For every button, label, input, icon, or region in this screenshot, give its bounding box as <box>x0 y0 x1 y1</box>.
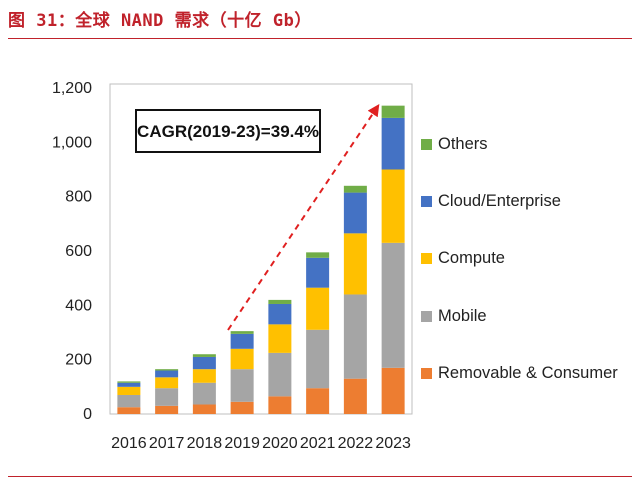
y-tick-label: 0 <box>83 406 92 423</box>
bar-segment-mobile-2019 <box>230 369 254 402</box>
title-rule <box>8 38 632 39</box>
x-tick-label: 2017 <box>149 435 185 452</box>
cagr-trend-arrow <box>227 104 380 331</box>
bar-segment-others-2018 <box>192 354 216 357</box>
y-tick-label: 600 <box>65 243 92 260</box>
bar-segment-removable-consumer-2022 <box>343 378 367 414</box>
x-tick-label: 2018 <box>187 435 223 452</box>
bar-segment-compute-2018 <box>192 369 216 383</box>
x-tick-label: 2022 <box>338 435 374 452</box>
bar-segment-compute-2020 <box>268 324 292 353</box>
bar-segment-removable-consumer-2016 <box>117 407 141 414</box>
cagr-box <box>135 109 321 153</box>
bar-segment-compute-2017 <box>155 377 179 389</box>
bar-segment-others-2023 <box>381 105 405 118</box>
x-tick-label: 2023 <box>375 435 411 452</box>
legend-swatch <box>421 139 432 150</box>
bar-segment-cloud-enterprise-2020 <box>268 303 292 325</box>
y-tick-label: 400 <box>65 297 92 314</box>
figure-title: 图 31：全球 NAND 需求（十亿 Gb） <box>8 11 312 31</box>
bar-segment-removable-consumer-2020 <box>268 396 292 414</box>
bar-segment-others-2021 <box>306 252 330 258</box>
bar-segment-compute-2021 <box>306 287 330 330</box>
bar-segment-removable-consumer-2018 <box>192 404 216 414</box>
bar-segment-mobile-2022 <box>343 294 367 379</box>
legend-swatch <box>421 253 432 264</box>
bar-segment-compute-2022 <box>343 233 367 295</box>
legend-label: Removable & Consumer <box>438 364 618 382</box>
legend-label: Compute <box>438 249 505 267</box>
y-tick-label: 200 <box>65 352 92 369</box>
bar-segment-others-2022 <box>343 185 367 193</box>
x-tick-label: 2016 <box>111 435 147 452</box>
bar-segment-cloud-enterprise-2019 <box>230 333 254 349</box>
bar-segment-mobile-2017 <box>155 388 179 406</box>
footer-rule <box>8 476 632 477</box>
x-tick-label: 2019 <box>224 435 260 452</box>
bar-segment-cloud-enterprise-2022 <box>343 192 367 234</box>
x-tick-label: 2020 <box>262 435 298 452</box>
legend-label: Others <box>438 135 488 153</box>
bar-segment-removable-consumer-2021 <box>306 388 330 414</box>
legend-label: Mobile <box>438 307 487 325</box>
bar-segment-removable-consumer-2017 <box>155 405 179 414</box>
bar-segment-cloud-enterprise-2023 <box>381 117 405 170</box>
bar-segment-removable-consumer-2019 <box>230 401 254 414</box>
bar-segment-compute-2019 <box>230 348 254 370</box>
legend-swatch <box>421 311 432 322</box>
cagr-label: CAGR(2019-23)=39.4% <box>137 122 319 141</box>
bar-segment-others-2020 <box>268 299 292 304</box>
bar-segment-others-2016 <box>117 381 141 383</box>
bar-segment-cloud-enterprise-2021 <box>306 257 330 288</box>
bar-segment-cloud-enterprise-2017 <box>155 370 179 378</box>
bar-segment-mobile-2021 <box>306 329 330 389</box>
bar-segment-others-2019 <box>230 331 254 334</box>
legend-swatch <box>421 196 432 207</box>
plot-area-border <box>109 83 413 415</box>
bar-segment-mobile-2016 <box>117 394 141 408</box>
legend-label: Cloud/Enterprise <box>438 192 561 210</box>
bar-segment-mobile-2018 <box>192 382 216 405</box>
bar-segment-removable-consumer-2023 <box>381 367 405 414</box>
bar-segment-compute-2016 <box>117 386 141 395</box>
bar-segment-mobile-2020 <box>268 352 292 397</box>
x-tick-label: 2021 <box>300 435 336 452</box>
y-tick-label: 800 <box>65 189 92 206</box>
bar-segment-others-2017 <box>155 369 179 371</box>
bar-segment-cloud-enterprise-2018 <box>192 356 216 370</box>
y-tick-label: 1,000 <box>52 134 92 151</box>
bar-segment-compute-2023 <box>381 169 405 243</box>
y-tick-label: 1,200 <box>52 80 92 97</box>
bar-segment-cloud-enterprise-2016 <box>117 382 141 387</box>
legend-swatch <box>421 368 432 379</box>
bar-segment-mobile-2023 <box>381 242 405 368</box>
